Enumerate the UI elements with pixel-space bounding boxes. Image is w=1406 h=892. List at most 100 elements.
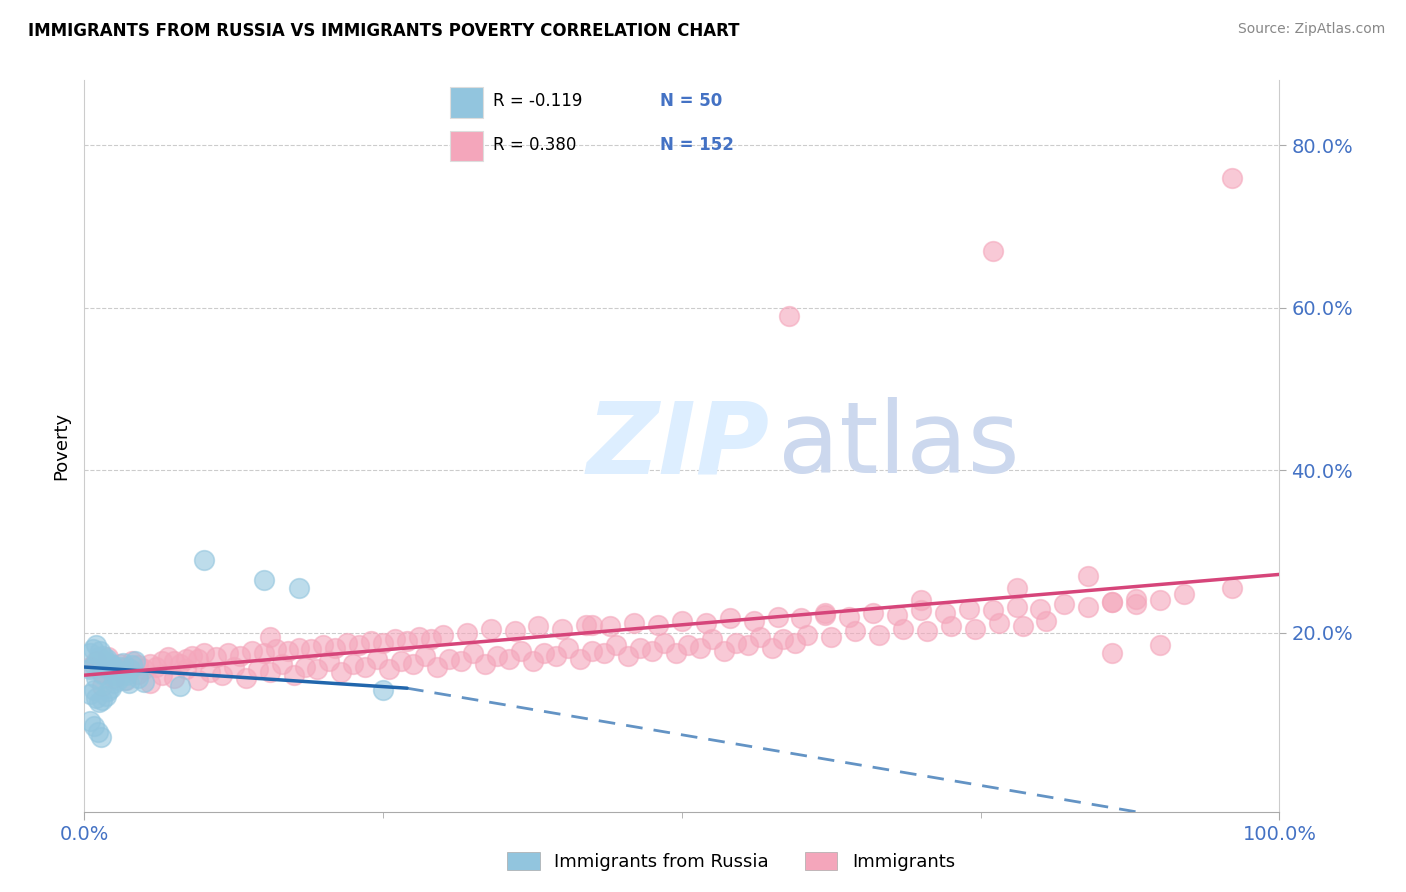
- Point: [342, 657, 364, 671]
- Point: [485, 648, 508, 663]
- Point: [94, 690, 117, 704]
- Point: [103, 671, 125, 685]
- Point: [402, 657, 425, 671]
- Point: [89, 644, 111, 658]
- Point: [240, 644, 263, 658]
- Point: [97, 663, 120, 677]
- Point: [270, 657, 292, 671]
- Point: [509, 644, 531, 658]
- Point: [408, 630, 430, 644]
- Point: [312, 638, 335, 652]
- Point: [1101, 595, 1123, 609]
- Point: [593, 646, 616, 660]
- Point: [174, 663, 197, 677]
- Point: [264, 642, 287, 657]
- Point: [766, 609, 789, 624]
- Point: [222, 660, 245, 674]
- Point: [503, 624, 526, 639]
- Point: [117, 676, 139, 690]
- Point: [114, 673, 136, 687]
- Point: [103, 660, 125, 674]
- Point: [217, 646, 239, 660]
- Point: [107, 665, 129, 679]
- Y-axis label: Poverty: Poverty: [52, 412, 70, 480]
- Point: [288, 581, 311, 595]
- Point: [253, 646, 276, 660]
- Point: [1011, 619, 1033, 633]
- Point: [652, 635, 675, 649]
- Point: [100, 681, 122, 696]
- Point: [169, 657, 191, 671]
- Point: [838, 609, 860, 624]
- Point: [432, 627, 454, 641]
- Point: [910, 603, 932, 617]
- Point: [127, 658, 149, 673]
- Point: [187, 673, 209, 687]
- Point: [235, 671, 257, 685]
- Point: [581, 617, 603, 632]
- Point: [981, 244, 1004, 258]
- Point: [963, 622, 986, 636]
- Point: [1125, 591, 1147, 606]
- Point: [110, 660, 132, 674]
- Point: [1220, 581, 1243, 595]
- Point: [718, 611, 741, 625]
- Point: [259, 665, 281, 679]
- Point: [307, 663, 329, 677]
- Point: [546, 648, 568, 663]
- Point: [461, 646, 484, 660]
- Point: [163, 654, 186, 668]
- Point: [96, 652, 118, 666]
- Point: [474, 657, 496, 671]
- Point: [107, 673, 129, 687]
- Text: atlas: atlas: [778, 398, 1019, 494]
- Point: [915, 624, 938, 639]
- Point: [742, 614, 765, 628]
- Point: [121, 654, 143, 668]
- Point: [628, 640, 651, 655]
- Point: [121, 658, 143, 673]
- Point: [934, 606, 956, 620]
- Point: [420, 632, 443, 647]
- Point: [617, 648, 640, 663]
- Point: [785, 635, 807, 649]
- Point: [97, 684, 120, 698]
- Point: [1173, 587, 1195, 601]
- Point: [737, 638, 759, 652]
- Legend: Immigrants from Russia, Immigrants: Immigrants from Russia, Immigrants: [501, 845, 962, 879]
- Point: [844, 624, 866, 639]
- Point: [378, 663, 401, 677]
- Point: [426, 660, 449, 674]
- Point: [100, 657, 122, 671]
- Point: [772, 632, 794, 647]
- Point: [187, 652, 209, 666]
- Point: [1005, 581, 1028, 595]
- Point: [79, 687, 101, 701]
- Point: [886, 608, 908, 623]
- Point: [79, 663, 101, 677]
- Point: [522, 654, 544, 668]
- Point: [115, 660, 138, 674]
- Point: [498, 652, 520, 666]
- Point: [437, 652, 460, 666]
- Point: [557, 640, 579, 655]
- Point: [124, 654, 146, 668]
- Point: [86, 725, 108, 739]
- Point: [277, 644, 299, 658]
- Point: [91, 679, 114, 693]
- Point: [110, 668, 132, 682]
- Point: [671, 614, 693, 628]
- Point: [527, 619, 550, 633]
- Point: [79, 660, 101, 674]
- Point: [623, 616, 645, 631]
- Point: [724, 635, 747, 649]
- Point: [288, 640, 311, 655]
- Point: [1125, 598, 1147, 612]
- Point: [103, 668, 125, 682]
- Point: [575, 617, 598, 632]
- Point: [82, 642, 104, 657]
- Point: [110, 657, 132, 671]
- Point: [181, 648, 204, 663]
- Point: [253, 573, 276, 587]
- Point: [373, 635, 395, 649]
